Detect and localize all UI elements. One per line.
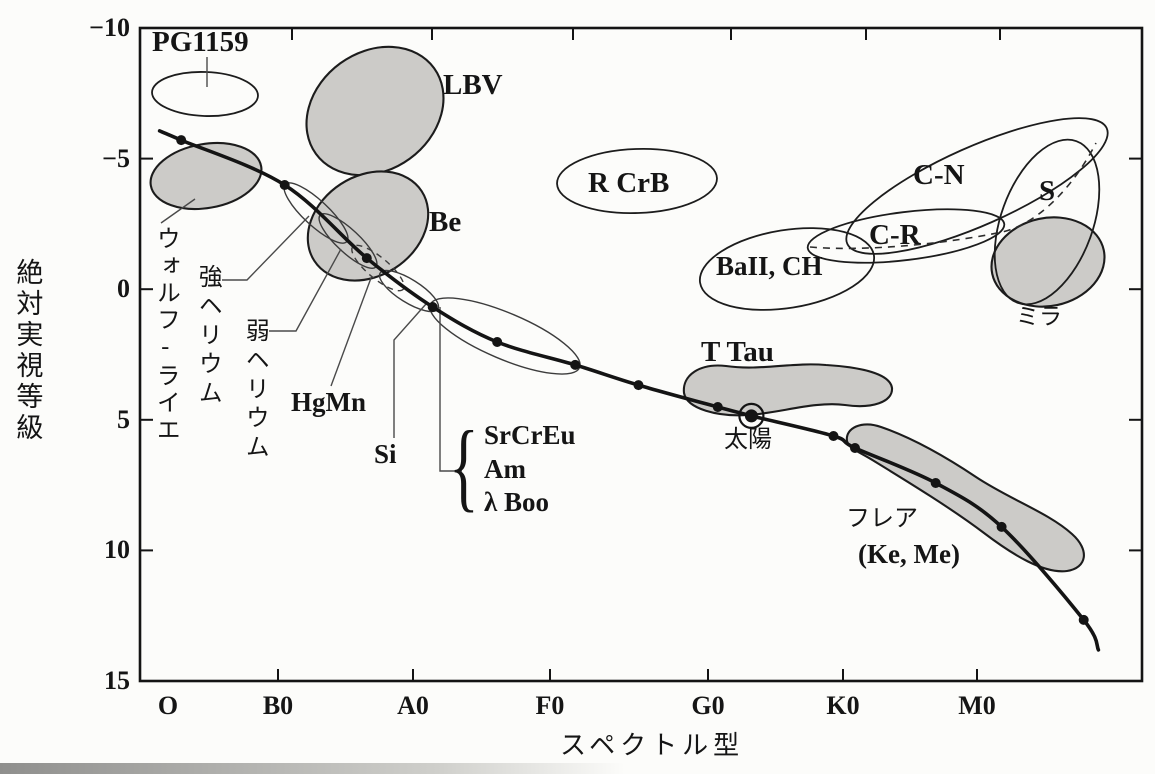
x-tick-M0: M0 xyxy=(958,691,996,720)
y-tick-neg10: −10 xyxy=(89,13,130,42)
main-sequence-dot xyxy=(279,180,290,190)
label-c-n: C-N xyxy=(913,159,965,191)
region-lbv xyxy=(305,45,445,177)
region-ba2-ch xyxy=(698,227,876,311)
axis-ticks xyxy=(140,28,1142,681)
x-axis-title: スペクトル型 xyxy=(560,731,745,760)
x-tick-G0: G0 xyxy=(691,691,725,720)
region-c-r xyxy=(806,208,1006,264)
main-sequence-dot xyxy=(570,359,581,370)
x-tick-F0: F0 xyxy=(535,691,565,720)
label-ba2-ch: BaII, CH xyxy=(716,251,823,281)
x-tick-O: O xyxy=(157,691,179,720)
main-sequence-dot xyxy=(930,478,941,488)
main-sequence-dot xyxy=(1078,614,1089,625)
main-sequence-dot xyxy=(712,402,723,412)
plot-frame xyxy=(138,26,1144,683)
y-tick-15: 15 xyxy=(104,666,130,695)
label-sun: 太陽 xyxy=(724,427,772,453)
label-weak-helium: 弱ヘリウム xyxy=(241,318,268,463)
label-s: S xyxy=(1039,175,1056,207)
scan-shadow xyxy=(0,763,625,774)
main-sequence-dot xyxy=(427,302,438,312)
region-pg1159 xyxy=(151,71,259,117)
main-sequence-dot xyxy=(828,431,839,441)
leader-strong-helium xyxy=(222,215,310,281)
y-axis-title: 絶対実視等級 xyxy=(12,258,43,444)
sun-marker xyxy=(738,402,765,429)
label-pg1159: PG1159 xyxy=(152,26,249,58)
region-hgmn xyxy=(351,244,405,292)
leader-hgmn xyxy=(330,277,372,387)
label-am: Am xyxy=(484,454,526,484)
main-sequence-dots xyxy=(176,135,1089,625)
label-lambda-boo: λ Boo xyxy=(484,487,550,517)
main-sequence-dot xyxy=(176,135,187,146)
main-sequence-dot xyxy=(361,253,372,264)
region-wolf-rayet xyxy=(149,141,263,211)
label-lbv: LBV xyxy=(443,69,503,101)
sun-dot xyxy=(744,409,758,423)
label-t-tau: T Tau xyxy=(701,336,774,368)
label-srcreu: SrCrEu xyxy=(484,420,576,450)
srcreu-group-brace: { xyxy=(449,410,479,521)
region-mira xyxy=(990,216,1106,308)
x-tick-B0: B0 xyxy=(262,691,294,720)
x-tick-K0: K0 xyxy=(826,691,860,720)
y-tick-5: 5 xyxy=(117,405,130,434)
y-tick-neg5: −5 xyxy=(102,144,130,173)
carbon-s-dashed-track xyxy=(809,142,1097,250)
label-si: Si xyxy=(374,439,397,469)
main-sequence-dot xyxy=(492,337,503,347)
main-sequence-dot xyxy=(633,380,644,391)
main-sequence-dot xyxy=(850,443,860,453)
region-srcreu-am-lboo xyxy=(429,297,581,375)
sun-ring xyxy=(738,402,765,429)
leader-srcreu-brace xyxy=(439,307,462,472)
leader-weak-helium xyxy=(269,248,342,332)
region-c-n xyxy=(845,117,1109,255)
y-tick-0: 0 xyxy=(117,274,130,303)
region-s xyxy=(993,138,1101,306)
x-tick-A0: A0 xyxy=(397,691,429,720)
label-hgmn: HgMn xyxy=(291,387,367,417)
label-wolf-rayet: ウォルフ-ライエ xyxy=(152,226,179,444)
label-c-r: C-R xyxy=(869,219,921,251)
label-flare-sub: (Ke, Me) xyxy=(858,539,960,569)
main-sequence-curve xyxy=(157,129,1101,652)
leader-si xyxy=(393,303,427,438)
label-flare: フレア xyxy=(846,506,918,532)
y-tick-10: 10 xyxy=(104,535,130,564)
leader-wolf-rayet xyxy=(160,198,196,224)
region-r-crb xyxy=(556,147,718,215)
label-r-crb: R CrB xyxy=(588,167,670,199)
label-be: Be xyxy=(429,206,462,238)
label-mira: ミラ xyxy=(1016,304,1062,329)
label-strong-helium: 強ヘリウム xyxy=(194,264,221,409)
main-sequence-dot xyxy=(996,521,1007,532)
